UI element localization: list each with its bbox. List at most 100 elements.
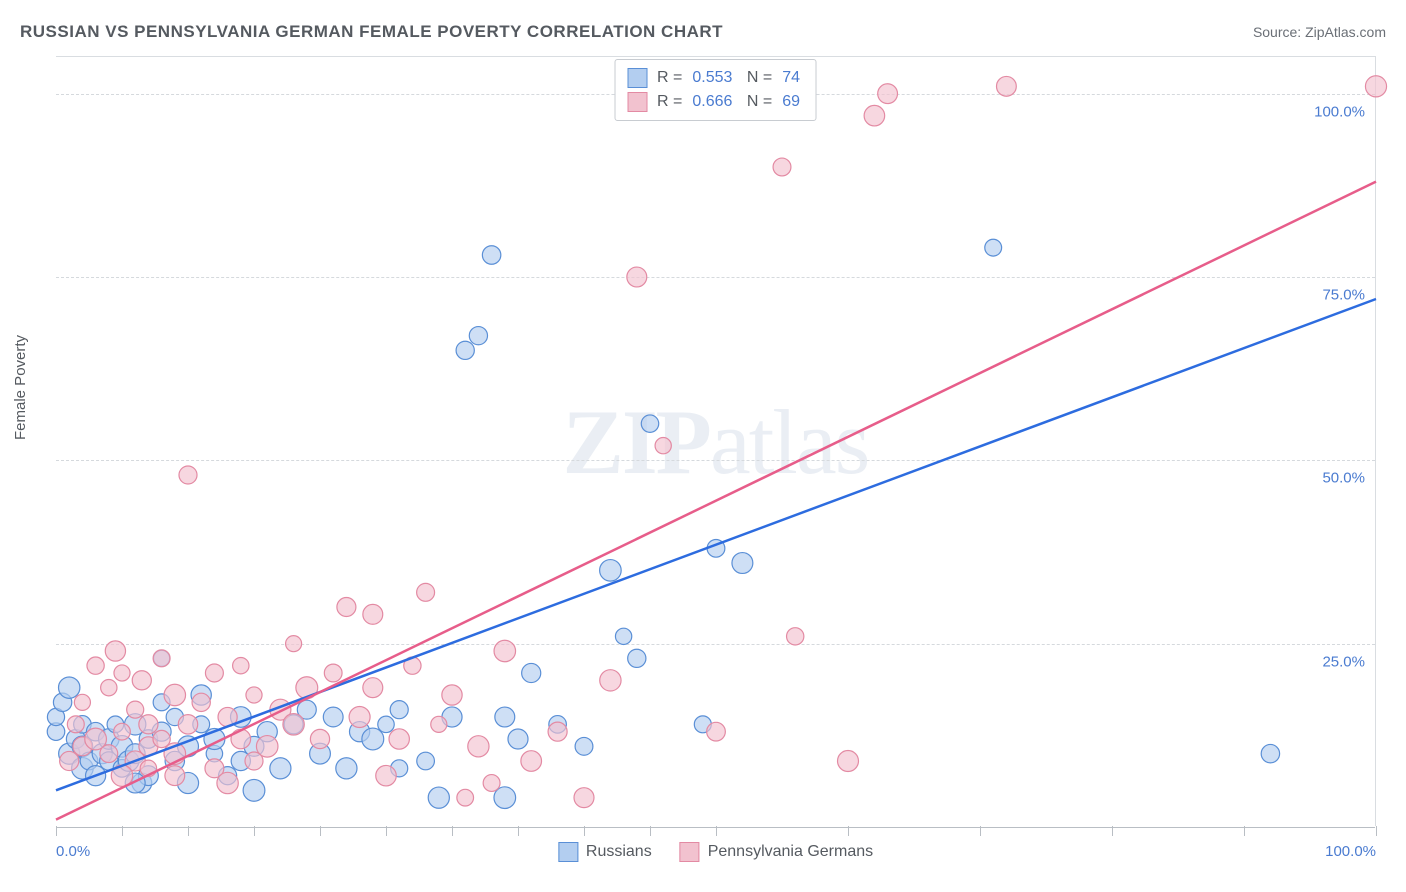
stats-n-label: N = — [742, 66, 772, 90]
data-point — [127, 701, 144, 718]
data-point — [468, 736, 489, 757]
stats-r-value-russians: 0.553 — [692, 66, 732, 90]
data-point — [246, 687, 262, 703]
data-point — [548, 722, 567, 741]
data-point — [58, 677, 79, 698]
data-point — [655, 438, 671, 454]
data-point — [283, 714, 304, 735]
data-point — [363, 678, 383, 698]
data-point — [600, 670, 621, 691]
swatch-penngerman — [627, 92, 647, 112]
data-point — [100, 745, 118, 763]
data-point — [389, 729, 409, 749]
data-point — [483, 775, 500, 792]
data-point — [627, 267, 647, 287]
data-point — [349, 707, 370, 728]
stats-r-value-penngerman: 0.666 — [692, 90, 732, 114]
data-point — [132, 671, 151, 690]
data-point — [442, 685, 462, 705]
chart-title: RUSSIAN VS PENNSYLVANIA GERMAN FEMALE PO… — [20, 22, 723, 42]
bottom-legend: Russians Pennsylvania Germans — [558, 842, 873, 862]
data-point — [1365, 76, 1386, 97]
legend-swatch-penngerman — [680, 842, 700, 862]
data-point — [114, 665, 130, 681]
data-point — [139, 715, 158, 734]
stats-n-value-russians: 74 — [782, 66, 800, 90]
data-point — [270, 758, 291, 779]
data-point — [469, 327, 487, 345]
stats-n-label: N = — [742, 90, 772, 114]
data-point — [522, 663, 541, 682]
data-point — [67, 716, 84, 733]
data-point — [428, 787, 449, 808]
stats-row-russians: R = 0.553 N = 74 — [627, 66, 800, 90]
data-point — [376, 765, 396, 785]
x-tick-label: 100.0% — [1325, 843, 1376, 860]
data-point — [245, 752, 263, 770]
data-point — [153, 650, 170, 667]
data-point — [87, 657, 104, 674]
data-point — [417, 583, 435, 601]
data-point — [74, 694, 90, 710]
data-point — [985, 239, 1002, 256]
data-point — [628, 649, 646, 667]
data-point — [773, 158, 791, 176]
data-point — [574, 788, 594, 808]
data-point — [838, 751, 859, 772]
data-point — [233, 657, 249, 673]
data-point — [482, 246, 500, 264]
y-axis-label: Female Poverty — [12, 335, 29, 440]
data-point — [178, 715, 197, 734]
data-point — [732, 553, 753, 574]
data-point — [362, 728, 384, 750]
data-point — [575, 737, 593, 755]
stats-legend-box: R = 0.553 N = 74 R = 0.666 N = 69 — [614, 59, 817, 121]
data-point — [337, 597, 356, 616]
data-point — [864, 105, 885, 126]
stats-row-penngerman: R = 0.666 N = 69 — [627, 90, 800, 114]
stats-n-value-penngerman: 69 — [782, 90, 800, 114]
swatch-russians — [627, 68, 647, 88]
data-point — [600, 560, 622, 582]
data-point — [431, 716, 447, 732]
data-point — [494, 640, 516, 662]
data-point — [165, 766, 185, 786]
legend-item-penngerman: Pennsylvania Germans — [680, 842, 873, 862]
data-point — [521, 751, 542, 772]
regression-line — [56, 299, 1376, 790]
data-point — [641, 415, 658, 432]
data-point — [323, 707, 343, 727]
data-point — [378, 716, 394, 732]
data-point — [457, 789, 474, 806]
data-point — [60, 751, 79, 770]
data-point — [164, 684, 185, 705]
data-point — [179, 466, 197, 484]
data-point — [114, 723, 131, 740]
legend-label-russians: Russians — [586, 843, 652, 861]
stats-r-label: R = — [657, 66, 682, 90]
data-point — [101, 679, 117, 695]
legend-item-russians: Russians — [558, 842, 652, 862]
data-point — [192, 693, 210, 711]
data-point — [310, 729, 329, 748]
legend-label-penngerman: Pennsylvania Germans — [708, 843, 873, 861]
data-point — [324, 664, 342, 682]
source-label: Source: ZipAtlas.com — [1253, 24, 1386, 40]
plot-area: ZIPatlas 25.0%50.0%75.0%100.0% 0.0%100.0… — [56, 56, 1376, 826]
data-point — [363, 604, 383, 624]
legend-swatch-russians — [558, 842, 578, 862]
data-point — [707, 722, 726, 741]
data-point — [878, 84, 898, 104]
scatter-svg — [56, 57, 1375, 826]
data-point — [508, 729, 528, 749]
data-point — [787, 628, 804, 645]
data-point — [243, 779, 265, 801]
data-point — [495, 707, 515, 727]
data-point — [286, 636, 302, 652]
data-point — [997, 76, 1017, 96]
data-point — [105, 641, 125, 661]
x-tick-label: 0.0% — [56, 843, 90, 860]
data-point — [336, 758, 357, 779]
data-point — [1261, 744, 1279, 762]
data-point — [390, 701, 408, 719]
